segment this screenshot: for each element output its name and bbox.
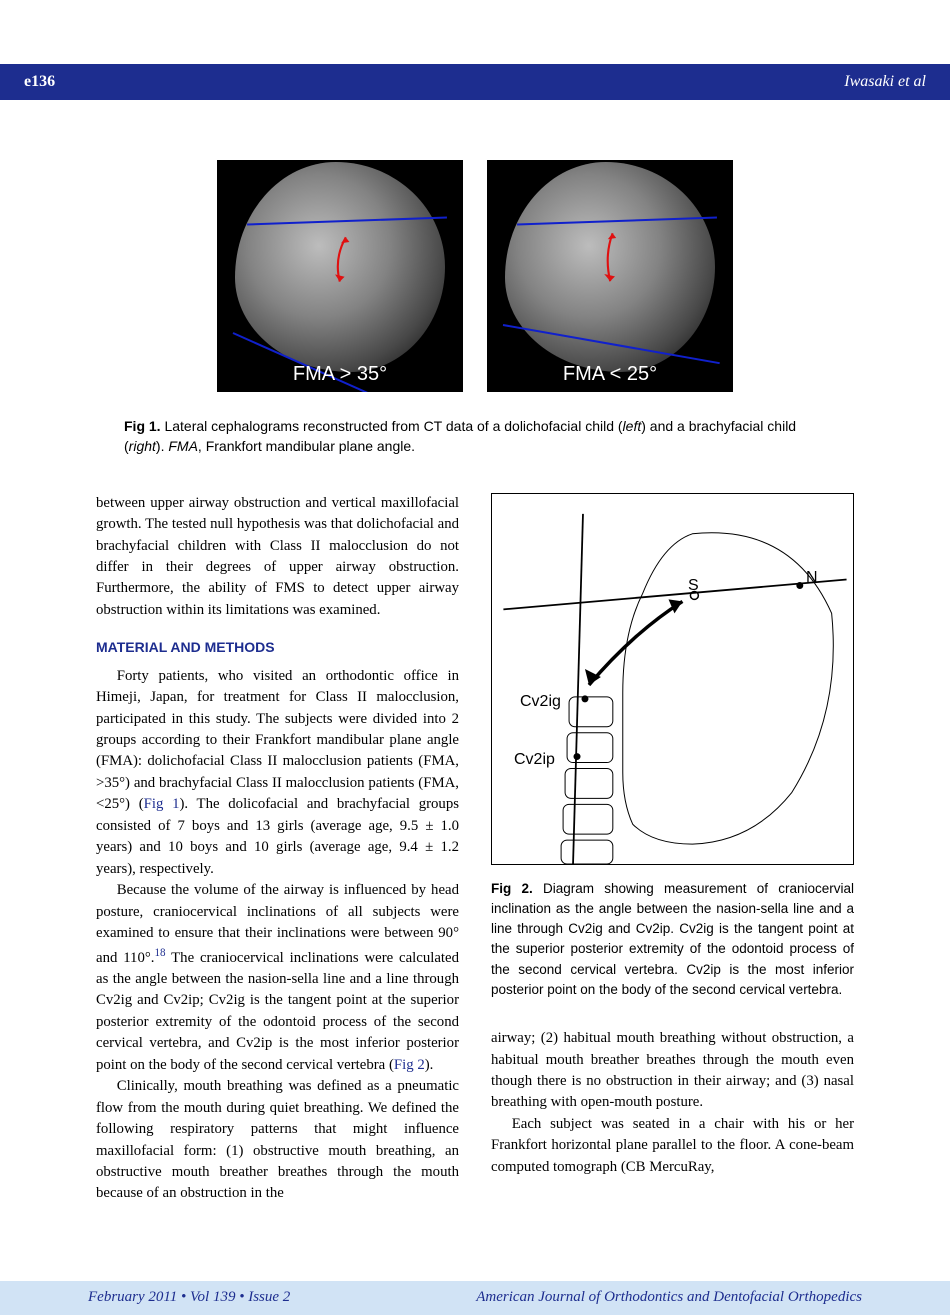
figure1: FMA > 35° FMA < 25° <box>96 160 854 392</box>
paragraph: Because the volume of the airway is infl… <box>96 880 459 1076</box>
figure1-caption: Fig 1. Lateral cephalograms reconstructe… <box>124 416 826 457</box>
angle-arrow-icon <box>317 230 377 290</box>
running-authors: Iwasaki et al <box>844 73 926 91</box>
craniocervical-diagram <box>492 494 853 864</box>
left-column: between upper airway obstruction and ver… <box>96 493 459 1205</box>
paragraph: between upper airway obstruction and ver… <box>96 493 459 622</box>
landmark-label-n: N <box>806 566 818 589</box>
figure-ref-link[interactable]: Fig 1 <box>144 796 180 812</box>
paragraph: Forty patients, who visited an orthodont… <box>96 666 459 881</box>
citation-ref[interactable]: 18 <box>154 947 165 959</box>
figure-ref-link[interactable]: Fig 2 <box>394 1057 425 1073</box>
paragraph: Each subject was seated in a chair with … <box>491 1114 854 1178</box>
body-columns: between upper airway obstruction and ver… <box>96 493 854 1205</box>
figure1-right-image: FMA < 25° <box>487 160 733 392</box>
landmark-label-s: S <box>688 574 699 597</box>
landmark-label-cv2ip: Cv2ip <box>514 748 555 771</box>
right-column: N S Cv2ig Cv2ip Fig 2. Diagram showing m… <box>491 493 854 1179</box>
figure2-caption: Fig 2. Diagram showing measurement of cr… <box>491 879 854 1001</box>
running-header: e136 Iwasaki et al <box>0 64 950 100</box>
footer-issue: February 2011 • Vol 139 • Issue 2 <box>88 1289 290 1306</box>
paragraph: Clinically, mouth breathing was defined … <box>96 1076 459 1205</box>
landmark-label-cv2ig: Cv2ig <box>520 690 561 713</box>
running-footer: February 2011 • Vol 139 • Issue 2 Americ… <box>0 1281 950 1315</box>
footer-journal: American Journal of Orthodontics and Den… <box>476 1289 862 1306</box>
figure2-diagram: N S Cv2ig Cv2ip <box>491 493 854 865</box>
figure1-left-label: FMA > 35° <box>217 363 463 386</box>
figure1-left-image: FMA > 35° <box>217 160 463 392</box>
paragraph: airway; (2) habitual mouth breathing wit… <box>491 1028 854 1114</box>
section-heading: MATERIAL AND METHODS <box>96 637 459 657</box>
page-number: e136 <box>24 73 55 91</box>
figure1-right-label: FMA < 25° <box>487 363 733 386</box>
page-body: FMA > 35° FMA < 25° Fig 1. Lateral cepha… <box>0 100 950 1253</box>
angle-arrow-icon <box>585 226 645 286</box>
